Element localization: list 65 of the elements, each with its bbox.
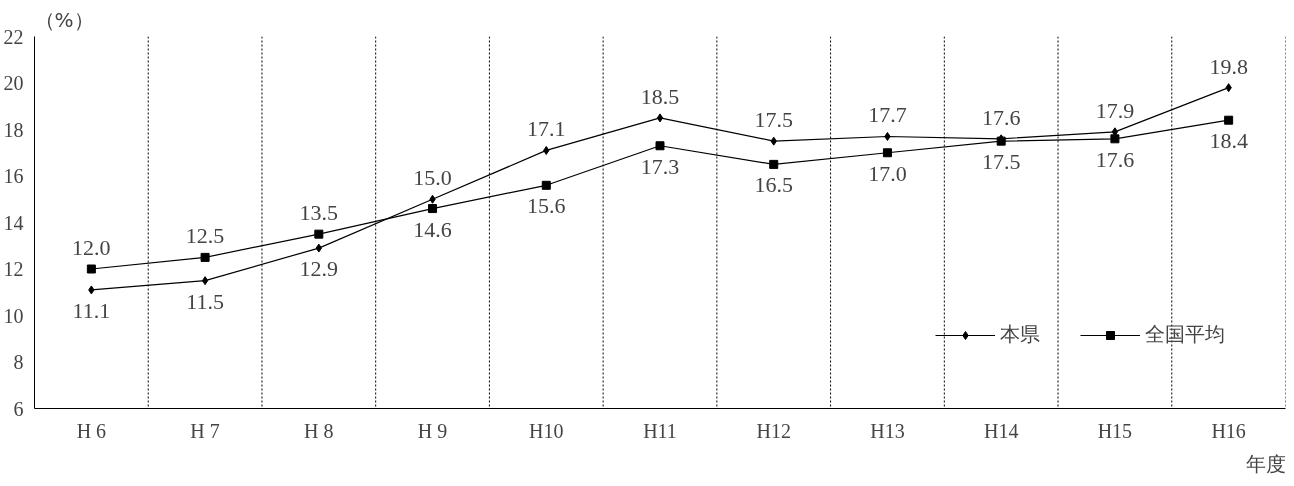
point xyxy=(882,148,892,158)
point xyxy=(315,243,322,253)
y-tick-label: 22 xyxy=(3,25,24,48)
data-label: 12.0 xyxy=(72,235,111,260)
point xyxy=(428,204,438,214)
data-label: 17.6 xyxy=(981,104,1021,130)
data-label: 19.8 xyxy=(1209,53,1248,79)
point xyxy=(656,113,664,123)
point xyxy=(655,141,665,151)
y-tick-label: 16 xyxy=(3,165,24,187)
x-tick-label: H15 xyxy=(1097,419,1133,442)
data-label: 12.5 xyxy=(185,223,225,249)
point xyxy=(1224,115,1234,125)
data-label: 17.9 xyxy=(1095,97,1135,123)
x-tick-label: H14 xyxy=(983,419,1019,442)
x-tick-label: H10 xyxy=(529,419,564,442)
data-label: 11.1 xyxy=(72,297,111,323)
x-tick-label: H 6 xyxy=(76,419,107,442)
data-label: 11.5 xyxy=(186,288,224,314)
y-tick-label: 12 xyxy=(3,258,24,280)
x-tick-label: H 8 xyxy=(304,419,334,442)
point xyxy=(314,229,324,239)
data-label: 14.6 xyxy=(413,216,452,242)
point xyxy=(1225,83,1232,93)
y-tick-label: 18 xyxy=(3,118,24,141)
data-label: 17.3 xyxy=(640,153,680,179)
data-label: 17.5 xyxy=(754,107,793,133)
data-label: 18.4 xyxy=(1209,128,1248,154)
point xyxy=(770,136,777,146)
y-tick-label: 6 xyxy=(13,397,24,420)
data-label: 18.5 xyxy=(640,83,680,109)
y-tick-label: 20 xyxy=(3,72,24,94)
point xyxy=(1110,134,1120,144)
data-label: 17.0 xyxy=(868,160,907,186)
y-tick-label: 10 xyxy=(3,304,24,327)
data-label: 15.6 xyxy=(527,193,566,219)
x-tick-label: H12 xyxy=(756,419,791,442)
point xyxy=(200,252,210,262)
data-label: 17.6 xyxy=(1095,146,1135,172)
data-label: 15.0 xyxy=(413,165,452,191)
y-tick-label: 8 xyxy=(13,351,24,373)
data-label: 12.9 xyxy=(299,256,339,282)
data-label: 17.1 xyxy=(527,116,566,142)
point xyxy=(86,264,96,274)
point xyxy=(88,285,95,295)
data-label: 13.5 xyxy=(299,200,339,226)
point xyxy=(769,159,779,169)
x-axis-title: 年度 xyxy=(1245,451,1286,476)
data-label: 17.7 xyxy=(868,102,907,128)
point xyxy=(543,145,550,155)
x-tick-label: H13 xyxy=(870,419,905,442)
legend-label: 本県 xyxy=(1000,321,1040,348)
point xyxy=(429,194,436,204)
x-tick-label: H 9 xyxy=(417,419,448,442)
x-tick-label: H11 xyxy=(643,419,677,442)
y-axis-title: （%） xyxy=(34,7,94,32)
point xyxy=(884,131,891,141)
point xyxy=(201,276,209,286)
y-tick-label: 14 xyxy=(3,211,24,234)
x-tick-label: H16 xyxy=(1211,419,1246,442)
data-label: 17.5 xyxy=(981,149,1021,175)
data-label: 16.5 xyxy=(754,172,793,198)
legend-label: 全国平均 xyxy=(1145,321,1225,348)
x-tick-label: H 7 xyxy=(190,419,220,442)
point xyxy=(541,180,551,190)
